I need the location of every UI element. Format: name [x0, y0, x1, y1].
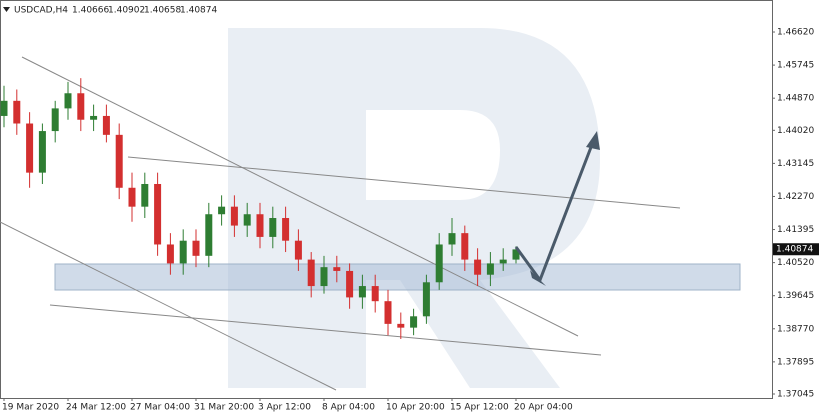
price-tag-label: 1.40874: [776, 245, 813, 255]
header-value: 1.40658: [144, 6, 181, 16]
y-tick-label: 1.42270: [777, 192, 814, 202]
candle-body: [422, 282, 430, 317]
candle-body: [282, 218, 290, 241]
y-tick-label: 1.39645: [777, 291, 814, 301]
candle-body: [410, 316, 418, 328]
candle-body: [243, 214, 251, 226]
candle-body: [384, 301, 392, 324]
y-tick-label: 1.37895: [777, 357, 814, 367]
candle-body: [141, 183, 149, 207]
x-tick-label: 8 Apr 04:00: [322, 403, 375, 413]
y-tick-label: 1.38770: [777, 324, 814, 334]
candle-body: [435, 244, 443, 283]
candle-body: [320, 267, 328, 287]
candle-body: [499, 259, 507, 264]
y-tick-label: 1.44870: [777, 94, 814, 104]
header-value: 1.40874: [180, 6, 217, 16]
trend-lines: [0, 56, 681, 391]
candle-body: [230, 206, 238, 226]
candle-body: [474, 259, 482, 275]
candle-body: [256, 214, 264, 237]
candle-body: [13, 100, 21, 124]
y-tick-label: 1.45745: [777, 61, 814, 71]
x-tick-label: 31 Mar 20:00: [194, 403, 254, 413]
candle-body: [26, 123, 34, 173]
x-tick-label: 24 Mar 12:00: [66, 403, 126, 413]
price-tag: [773, 243, 819, 256]
candle-body: [128, 187, 136, 207]
candle-body: [486, 263, 494, 275]
x-tick-label: 27 Mar 04:00: [130, 403, 190, 413]
symbol: USDCAD,H4: [14, 6, 68, 16]
menu-icon: [3, 7, 10, 12]
candle-body: [192, 240, 200, 256]
candle-body: [115, 134, 123, 188]
candle-body: [461, 233, 469, 260]
candle-body: [307, 259, 315, 287]
candle-body: [154, 183, 162, 245]
candle-body: [90, 115, 98, 120]
candle-body: [64, 93, 72, 109]
y-tick-label: 1.37045: [777, 389, 814, 399]
candle-body: [512, 249, 520, 260]
y-tick-label: 1.40520: [777, 258, 814, 268]
x-tick-label: 10 Apr 20:00: [386, 403, 445, 413]
forecast-arrow: [514, 131, 600, 286]
y-tick-label: 1.43145: [777, 159, 814, 169]
candle-body: [358, 286, 366, 298]
y-tick-label: 1.44020: [777, 126, 814, 136]
candle-body: [166, 244, 174, 264]
candle-body: [77, 93, 85, 120]
header-value: 1.40902: [108, 6, 145, 16]
candle-body: [0, 100, 8, 116]
axis: 1.46620 1.45745 1.44870 1.44020 1.43145 1.422…: [2, 28, 819, 413]
candle-body: [397, 323, 405, 328]
candle-body: [346, 270, 354, 298]
x-tick-label: 3 Apr 12:00: [258, 403, 311, 413]
candle-body: [218, 206, 226, 215]
plot-frame: [0, 0, 773, 399]
candle-body: [269, 218, 277, 237]
candle-body: [294, 240, 302, 260]
x-tick-label: 20 Apr 04:00: [514, 403, 573, 413]
header-value: 1.40666: [72, 6, 109, 16]
candles: [0, 78, 520, 339]
y-tick-label: 1.46620: [777, 28, 814, 38]
candle-body: [179, 240, 187, 264]
candle-body: [371, 286, 379, 302]
candle-body: [102, 115, 110, 135]
y-tick-label: 1.41395: [777, 225, 814, 235]
candle-body: [38, 131, 46, 173]
candle-body: [448, 233, 456, 245]
candle-body: [51, 108, 59, 132]
candle-body: [333, 267, 341, 271]
x-tick-label: 19 Mar 2020: [2, 403, 59, 413]
support-zone: [54, 263, 741, 291]
candle-body: [205, 214, 213, 256]
x-tick-label: 15 Apr 12:00: [450, 403, 509, 413]
